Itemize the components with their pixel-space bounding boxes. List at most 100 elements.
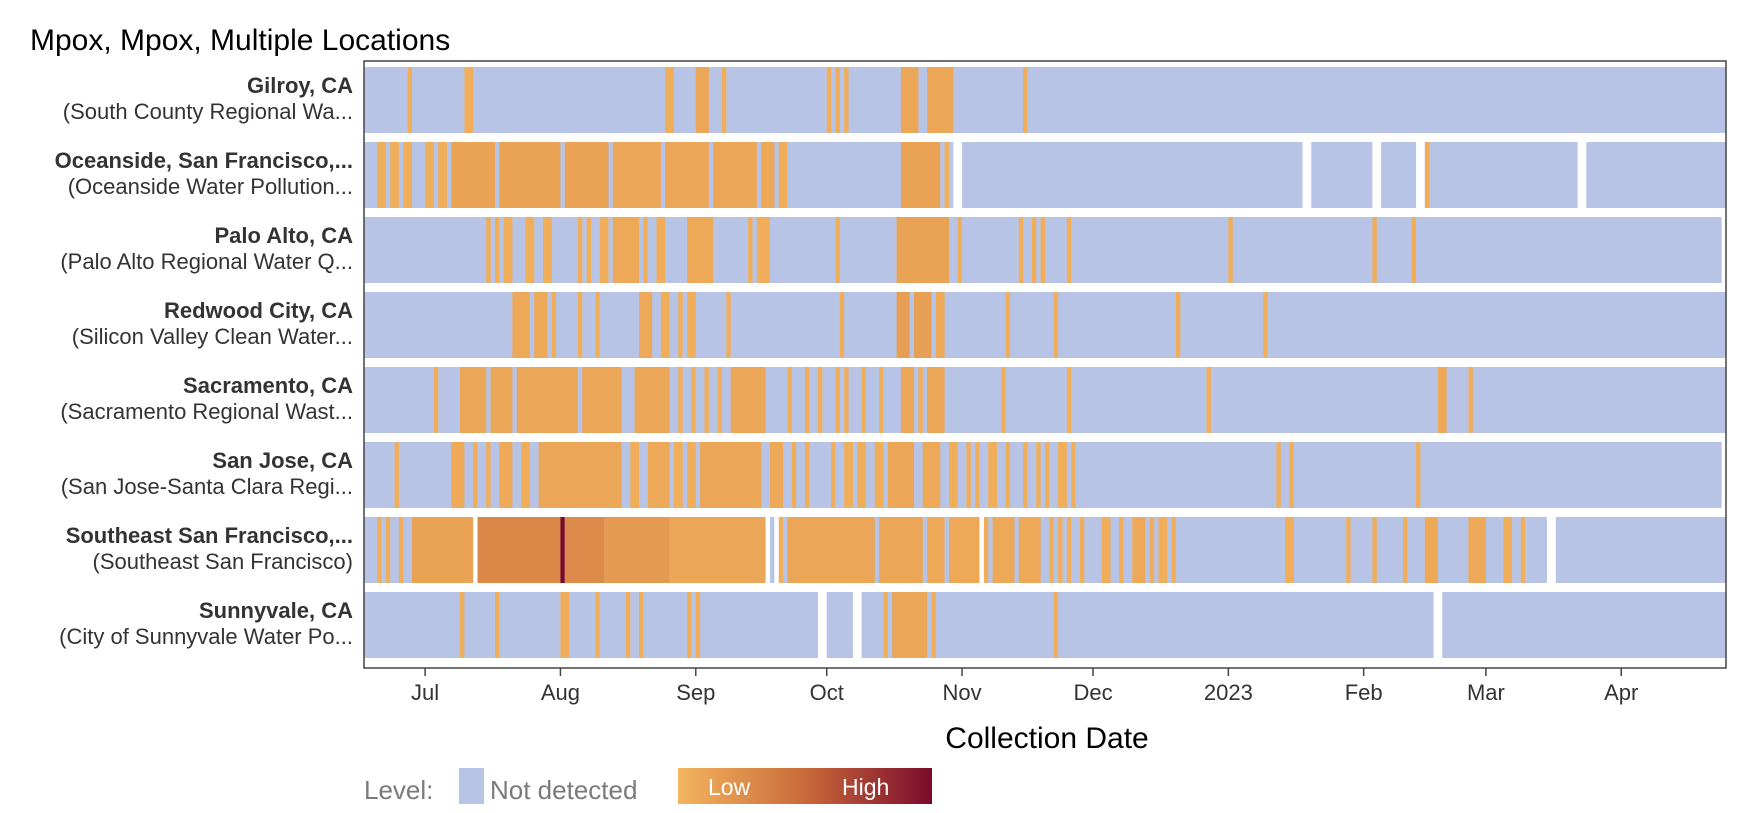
detection-cell bbox=[425, 142, 434, 208]
detection-cell bbox=[560, 592, 570, 658]
detection-cell bbox=[394, 442, 399, 508]
row-location-label: Redwood City, CA bbox=[164, 298, 353, 323]
detection-cell bbox=[1411, 217, 1417, 283]
row-location-label: Sacramento, CA bbox=[183, 373, 353, 398]
detection-cell bbox=[1018, 217, 1024, 283]
legend-high-label: High bbox=[842, 774, 889, 800]
no-sample-gap bbox=[1577, 142, 1587, 208]
no-sample-gap bbox=[774, 517, 779, 583]
detection-cell bbox=[660, 292, 670, 358]
detection-cell bbox=[1058, 442, 1067, 508]
detection-cell bbox=[1071, 442, 1076, 508]
no-sample-gap bbox=[1547, 517, 1556, 583]
detection-cell bbox=[787, 517, 875, 583]
detection-cell bbox=[927, 517, 945, 583]
detection-cell bbox=[1424, 517, 1438, 583]
detection-cell bbox=[1372, 217, 1377, 283]
detection-cell bbox=[464, 67, 474, 133]
detection-cell bbox=[1424, 142, 1430, 208]
detection-cell bbox=[512, 292, 530, 358]
x-tick-label: Aug bbox=[541, 680, 580, 705]
detection-cell bbox=[944, 142, 949, 208]
heatmap-row: Sunnyvale, CA(City of Sunnyvale Water Po… bbox=[59, 592, 1726, 658]
detection-cell bbox=[730, 367, 766, 433]
x-tick-label: Oct bbox=[810, 680, 844, 705]
detection-cell bbox=[1005, 292, 1011, 358]
row-site-label: (San Jose-Santa Clara Regi... bbox=[61, 474, 353, 499]
legend-title: Level: bbox=[364, 775, 433, 805]
detection-cell bbox=[503, 217, 513, 283]
detection-cell bbox=[643, 217, 648, 283]
detection-cell bbox=[451, 142, 495, 208]
heatmap-rows: Gilroy, CA(South County Regional Wa... Oc… bbox=[55, 67, 1726, 658]
legend-low-label: Low bbox=[708, 774, 751, 800]
detection-cell bbox=[1149, 517, 1155, 583]
detection-cell bbox=[669, 517, 766, 583]
detection-cell bbox=[992, 517, 1015, 583]
detection-cell bbox=[625, 592, 631, 658]
detection-cell bbox=[586, 217, 591, 283]
detection-cell bbox=[791, 442, 797, 508]
detection-cell bbox=[1263, 292, 1268, 358]
detection-cell bbox=[835, 217, 840, 283]
legend: Level: Not detected Low High bbox=[364, 768, 932, 805]
detection-cell bbox=[1132, 517, 1146, 583]
detection-cell bbox=[1289, 442, 1294, 508]
detection-cell bbox=[844, 442, 853, 508]
x-tick-label: Feb bbox=[1345, 680, 1383, 705]
detection-cell bbox=[490, 367, 513, 433]
detection-cell bbox=[879, 517, 923, 583]
detection-cell bbox=[879, 367, 884, 433]
x-tick-label: Sep bbox=[676, 680, 715, 705]
no-sample-gap bbox=[979, 517, 984, 583]
detection-cell bbox=[892, 592, 928, 658]
detection-cell bbox=[604, 517, 670, 583]
detection-cell bbox=[914, 292, 932, 358]
no-sample-gap bbox=[765, 517, 770, 583]
detection-cell bbox=[647, 442, 670, 508]
detection-cell bbox=[385, 517, 391, 583]
row-location-label: Sunnyvale, CA bbox=[199, 598, 353, 623]
detection-cell bbox=[778, 517, 784, 583]
detection-cell bbox=[687, 292, 696, 358]
detection-cell bbox=[477, 517, 561, 583]
detection-cell bbox=[1079, 517, 1085, 583]
detection-cell bbox=[787, 367, 792, 433]
detection-cell bbox=[486, 442, 491, 508]
detection-cell bbox=[687, 217, 714, 283]
detection-cell bbox=[983, 517, 989, 583]
x-tick-label: Dec bbox=[1073, 680, 1112, 705]
detection-cell bbox=[1001, 367, 1006, 433]
no-sample-gap bbox=[1302, 142, 1312, 208]
detection-cell bbox=[713, 142, 757, 208]
detection-cell bbox=[1036, 442, 1041, 508]
detection-cell bbox=[595, 592, 600, 658]
legend-level-gradient bbox=[678, 768, 932, 804]
detection-cell bbox=[1045, 442, 1050, 508]
detection-cell bbox=[695, 592, 701, 658]
detection-cell bbox=[460, 367, 487, 433]
detection-cell bbox=[687, 592, 692, 658]
heatmap-row: Southeast San Francisco,...(Southeast Sa… bbox=[66, 517, 1726, 583]
detection-cell bbox=[551, 292, 557, 358]
no-sample-gap bbox=[852, 592, 862, 658]
detection-cell bbox=[542, 217, 552, 283]
legend-not-detected-swatch bbox=[459, 768, 484, 804]
row-site-label: (Palo Alto Regional Water Q... bbox=[60, 249, 353, 274]
heatmap-row: Sacramento, CA(Sacramento Regional Wast.… bbox=[60, 367, 1726, 433]
detection-cell bbox=[1031, 217, 1037, 283]
detection-cell bbox=[957, 217, 963, 283]
row-location-label: San Jose, CA bbox=[212, 448, 353, 473]
detection-cell bbox=[564, 517, 605, 583]
detection-cell bbox=[761, 142, 775, 208]
detection-cell bbox=[599, 217, 609, 283]
detection-cell bbox=[717, 367, 722, 433]
detection-cell bbox=[844, 67, 849, 133]
not-detected-cell bbox=[364, 67, 1726, 133]
detection-cell bbox=[595, 292, 600, 358]
x-tick-label: Apr bbox=[1604, 680, 1638, 705]
detection-cell bbox=[896, 292, 910, 358]
detection-cell bbox=[1119, 517, 1124, 583]
heatmap-row: San Jose, CA(San Jose-Santa Clara Regi..… bbox=[61, 442, 1722, 508]
detection-cell bbox=[460, 592, 465, 658]
